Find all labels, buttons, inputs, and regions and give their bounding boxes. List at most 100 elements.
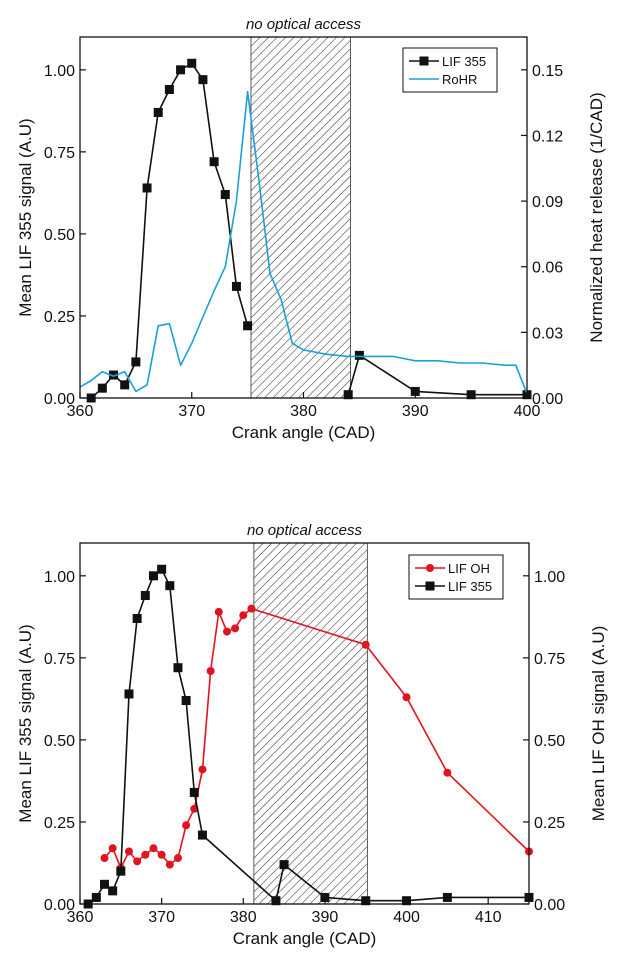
no-optical-access-region <box>253 542 368 905</box>
data-point-lif-oh <box>149 844 158 853</box>
data-point-lif-oh <box>165 860 174 869</box>
y-tick-label: 0.25 <box>44 309 75 326</box>
data-point-lif-355 <box>148 571 158 581</box>
x-axis-title: Crank angle (CAD) <box>232 423 376 442</box>
data-point-lif-355 <box>109 370 119 380</box>
y-tick-label: 0.75 <box>44 651 75 668</box>
y-tick-label: 1.00 <box>44 63 75 80</box>
data-point-lif-355 <box>198 75 208 85</box>
data-point-lif-355 <box>466 390 476 400</box>
data-point-lif-355 <box>197 830 207 840</box>
legend-box <box>402 47 498 93</box>
data-point-lif-355 <box>124 689 134 699</box>
data-point-lif-oh <box>214 607 223 616</box>
x-tick-label: 390 <box>402 403 429 420</box>
legend-label-lif-355: LIF 355 <box>448 579 492 594</box>
no-optical-access-region <box>250 36 351 399</box>
chart-panel-bottom: no optical access 360 370 380 390 400 410 0.00 0… <box>16 522 608 948</box>
data-point-lif-355 <box>164 85 174 95</box>
legend-marker-lif-355 <box>425 581 435 591</box>
x-tick-label: 360 <box>67 403 94 420</box>
series-line-lif-355 <box>90 62 249 398</box>
y2-tick-label: 0.03 <box>532 325 563 342</box>
data-point-lif-355 <box>91 892 101 902</box>
y2-tick-label: 0.00 <box>532 391 563 408</box>
data-point-lif-355 <box>165 581 175 591</box>
data-point-lif-oh <box>141 850 150 859</box>
data-point-lif-355 <box>320 892 330 902</box>
y2-tick-label: 0.09 <box>532 194 563 211</box>
data-point-lif-oh <box>198 765 207 774</box>
data-point-lif-oh <box>182 821 191 830</box>
data-point-lif-oh <box>222 627 231 636</box>
x-tick-label: 400 <box>393 909 420 926</box>
data-point-lif-oh <box>402 693 411 702</box>
y2-tick-label: 0.15 <box>532 63 563 80</box>
annotation-text: no optical access <box>247 522 363 539</box>
data-point-lif-oh <box>247 604 256 613</box>
legend-label-lif-oh: LIF OH <box>448 561 490 576</box>
data-point-lif-355 <box>173 663 183 673</box>
y2-tick-label: 0.75 <box>534 651 565 668</box>
legend: LIF 355 RoHR <box>402 47 498 93</box>
legend-label-lif-355: LIF 355 <box>442 54 486 69</box>
data-point-lif-355 <box>116 866 126 876</box>
data-point-lif-355 <box>271 896 281 906</box>
legend-marker-lif-oh <box>426 564 434 572</box>
y2-axis-title: Mean LIF OH signal (A.U) <box>589 626 608 822</box>
y2-tick-label: 0.50 <box>534 733 565 750</box>
legend: LIF OH LIF 355 <box>408 554 504 600</box>
data-point-lif-355 <box>209 157 219 167</box>
data-point-lif-355 <box>442 892 452 902</box>
x-tick-label: 380 <box>230 909 257 926</box>
data-point-lif-oh <box>239 611 248 620</box>
series-rohr <box>80 90 527 394</box>
series-line-lif-355 <box>87 568 277 904</box>
data-point-lif-355 <box>120 380 130 390</box>
data-point-lif-355 <box>189 787 199 797</box>
legend-box <box>408 554 504 600</box>
data-point-lif-oh <box>443 768 452 777</box>
y2-tick-label: 0.12 <box>532 128 563 145</box>
data-point-lif-355 <box>131 357 141 367</box>
data-point-lif-355 <box>157 564 167 574</box>
data-point-lif-oh <box>206 666 215 675</box>
data-point-lif-355 <box>279 860 289 870</box>
legend-label-rohr: RoHR <box>442 72 477 87</box>
data-point-lif-oh <box>361 640 370 649</box>
plot-frame <box>79 542 530 905</box>
x-tick-label: 370 <box>178 403 205 420</box>
data-point-lif-355 <box>410 386 420 396</box>
y-axis-title: Mean LIF 355 signal (A.U) <box>16 624 35 822</box>
y2-tick-label: 0.25 <box>534 815 565 832</box>
y2-tick-label: 0.06 <box>532 260 563 277</box>
data-point-lif-oh <box>133 857 142 866</box>
data-point-lif-355 <box>142 183 152 193</box>
data-point-lif-355 <box>231 281 241 291</box>
data-point-lif-oh <box>108 844 117 853</box>
y-tick-label: 0.50 <box>44 733 75 750</box>
data-point-lif-355 <box>181 696 191 706</box>
y2-tick-label: 0.00 <box>534 897 565 914</box>
data-point-lif-355 <box>354 350 364 360</box>
y-tick-label: 0.50 <box>44 227 75 244</box>
x-axis-title: Crank angle (CAD) <box>233 929 377 948</box>
data-point-lif-355 <box>243 321 253 331</box>
data-point-lif-355 <box>140 591 150 601</box>
x-tick-label: 380 <box>290 403 317 420</box>
data-point-lif-oh <box>100 854 109 863</box>
data-point-lif-355 <box>343 390 353 400</box>
data-point-lif-355 <box>220 190 230 200</box>
y-tick-label: 0.00 <box>44 897 75 914</box>
data-point-lif-355 <box>99 879 109 889</box>
data-point-lif-355 <box>187 58 197 68</box>
data-point-lif-355 <box>132 613 142 623</box>
y2-axis-title: Normalized heat release (1/CAD) <box>587 92 606 342</box>
x-tick-label: 410 <box>475 909 502 926</box>
x-tick-label: 370 <box>148 909 175 926</box>
data-point-lif-oh <box>157 850 166 859</box>
data-point-lif-355 <box>153 107 163 117</box>
y-tick-label: 0.75 <box>44 145 75 162</box>
